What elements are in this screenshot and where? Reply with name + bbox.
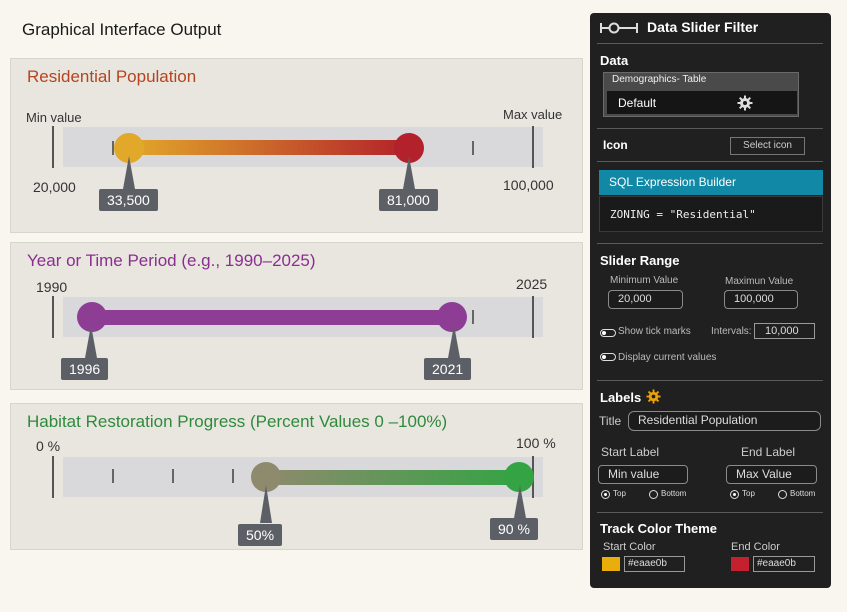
slider-title: Year or Time Period (e.g., 1990–2025) <box>27 251 316 270</box>
table-name: Demographics- Table <box>612 74 707 85</box>
end-value-callout: 90 % <box>490 485 546 540</box>
slider-icon <box>600 22 638 34</box>
gear-icon[interactable] <box>646 389 661 404</box>
slider-card-population: Residential Population Min value Max val… <box>10 58 583 233</box>
show-tick-marks-label: Show tick marks <box>618 326 691 337</box>
start-value-callout: 1996 <box>61 325 121 380</box>
show-tick-marks-toggle[interactable] <box>600 329 616 337</box>
labels-section-title: Labels <box>600 390 642 405</box>
max-value-label: Maximun Value <box>725 276 794 287</box>
start-value-callout: 33,500 <box>99 156 159 211</box>
data-slider-filter-panel: Data Slider Filter Data Demographics- Ta… <box>590 13 831 588</box>
start-color-input[interactable]: #eaae0b <box>624 556 685 572</box>
start-top-radio[interactable] <box>601 490 610 499</box>
tick-mark <box>232 469 234 483</box>
end-bottom-label: Bottom <box>790 489 816 498</box>
page-title: Graphical Interface Output <box>22 20 222 39</box>
track-end-line <box>532 296 534 338</box>
start-top-label: Top <box>613 489 626 498</box>
tick-mark <box>172 469 174 483</box>
track-start-line <box>52 296 54 338</box>
panel-title: Data Slider Filter <box>647 19 759 35</box>
max-value-input[interactable]: 100,000 <box>724 290 798 309</box>
intervals-input[interactable]: 10,000 <box>754 323 815 339</box>
start-bottom-label: Bottom <box>661 489 687 498</box>
data-section-title: Data <box>600 53 629 68</box>
end-value: 2021 <box>424 358 472 380</box>
min-value-label: Minimum Value <box>610 275 679 286</box>
track-color-title: Track Color Theme <box>600 521 718 536</box>
title-input[interactable]: Residential Population <box>628 411 821 431</box>
slider-range-fill <box>128 140 408 155</box>
track-start-line <box>52 456 54 498</box>
title-label: Title <box>599 414 622 428</box>
start-value: 50% <box>238 524 283 546</box>
max-value: 2025 <box>516 276 548 292</box>
min-value-input[interactable]: 20,000 <box>608 290 683 309</box>
max-label: Max value <box>503 107 563 122</box>
end-bottom-radio[interactable] <box>778 490 787 499</box>
tick-mark <box>112 469 114 483</box>
end-label-input[interactable]: Max Value <box>726 465 817 484</box>
min-value: 0 % <box>36 438 61 454</box>
table-value: Default <box>618 96 657 110</box>
end-value: 81,000 <box>379 189 438 211</box>
slider-range-fill <box>91 310 451 325</box>
slider-range-title: Slider Range <box>600 253 680 268</box>
end-color-label: End Color <box>731 541 780 553</box>
start-label-input[interactable]: Min value <box>598 465 688 484</box>
tick-mark <box>472 310 474 324</box>
end-value: 90 % <box>490 518 538 540</box>
start-bottom-radio[interactable] <box>649 490 658 499</box>
end-color-input[interactable]: #eaae0b <box>753 556 815 572</box>
min-label: Min value <box>26 110 82 125</box>
slider-range-fill <box>266 470 519 485</box>
gear-icon[interactable] <box>737 95 753 111</box>
sql-builder-header[interactable]: SQL Expression Builder <box>599 170 823 195</box>
tick-mark <box>472 141 474 155</box>
end-value-callout: 81,000 <box>379 156 439 211</box>
end-top-label: Top <box>742 489 755 498</box>
start-color-swatch[interactable] <box>602 557 620 571</box>
min-value: 1990 <box>36 279 68 295</box>
tick-mark <box>112 141 114 155</box>
display-values-label: Display current values <box>618 352 717 363</box>
start-color-label: Start Color <box>603 541 656 553</box>
end-color-swatch[interactable] <box>731 557 749 571</box>
start-value: 1996 <box>61 358 109 380</box>
min-value: 20,000 <box>33 179 76 195</box>
start-value-callout: 50% <box>238 485 294 546</box>
slider-card-time-period: Year or Time Period (e.g., 1990–2025) 19… <box>10 242 583 390</box>
track-start-line <box>52 126 54 168</box>
slider-title: Habitat Restoration Progress (Percent Va… <box>27 412 448 431</box>
table-selector[interactable]: Demographics- Table Default <box>603 72 799 117</box>
select-icon-button[interactable]: Select icon <box>730 137 805 155</box>
intervals-label: Intervals: <box>711 326 752 337</box>
sql-expression: ZONING = "Residential" <box>610 208 756 221</box>
start-label-heading: Start Label <box>601 445 660 459</box>
end-value-callout: 2021 <box>424 325 484 380</box>
table-dropdown[interactable]: Default <box>607 91 797 114</box>
end-top-radio[interactable] <box>730 490 739 499</box>
sql-expression-field[interactable]: ZONING = "Residential" <box>599 196 823 232</box>
start-value: 33,500 <box>99 189 158 211</box>
display-values-toggle[interactable] <box>600 353 616 361</box>
track-end-line <box>532 126 534 168</box>
slider-title: Residential Population <box>27 67 197 86</box>
icon-section-title: Icon <box>603 138 628 152</box>
slider-card-habitat-progress: Habitat Restoration Progress (Percent Va… <box>10 403 583 550</box>
end-label-heading: End Label <box>741 445 796 459</box>
max-value: 100,000 <box>503 177 554 193</box>
max-value: 100 % <box>516 435 556 451</box>
